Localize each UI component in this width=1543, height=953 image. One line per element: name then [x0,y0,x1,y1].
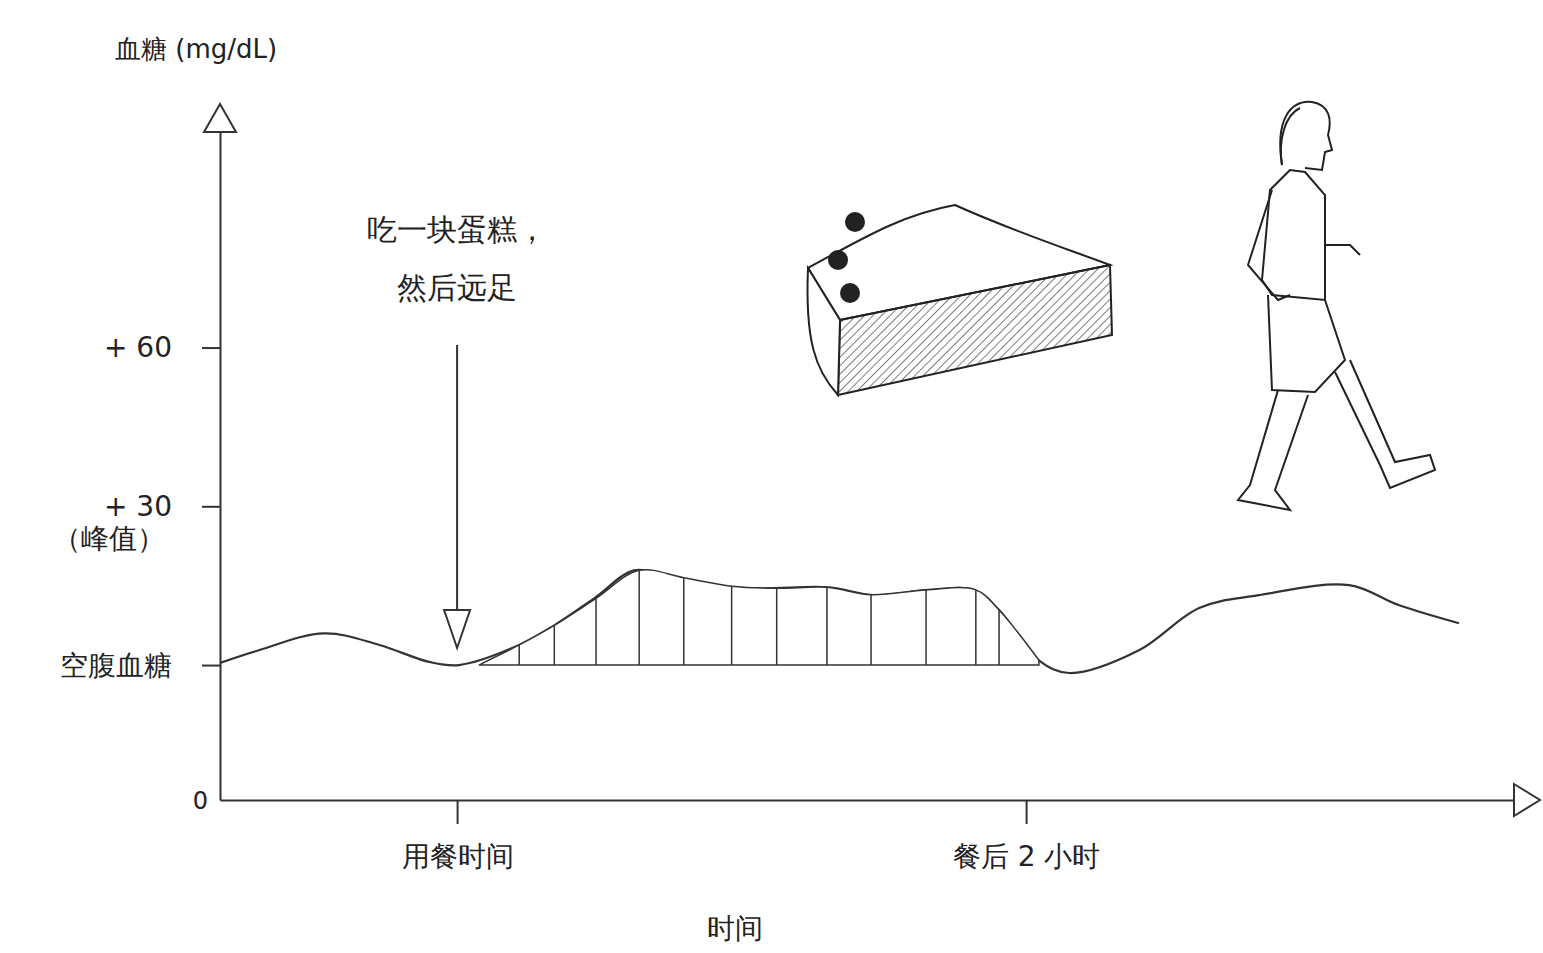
hatch-line [925,590,927,665]
y-tick-mark [202,506,220,508]
x-tick-mark [1026,800,1028,824]
walker-head [1280,102,1332,170]
x-axis: 用餐时间 餐后 2 小时 [221,800,1525,873]
y-tick-mark [202,665,220,667]
origin-label: 0 [193,787,208,815]
y-tick: + 30 [104,490,220,523]
cake-berry [845,212,865,232]
hatch-line [638,570,640,665]
cake-berry [828,250,848,270]
walker-shorts [1268,295,1345,392]
hatch-line [975,590,977,665]
y-tick-label: + 30 [104,490,172,523]
hatch-line [731,586,733,665]
walker-arm-back [1248,190,1290,300]
annotation-arrow [456,345,458,612]
glucose-line [220,570,1459,673]
x-axis-arrow [1514,784,1540,816]
y-axis-arrow [204,104,236,132]
cake-berry [840,283,860,303]
cake-end [807,268,840,395]
y-tick: + 60 [104,331,220,364]
hatch-line [518,645,520,665]
annotation-text: 吃一块蛋糕， [367,212,547,247]
annotation-arrow-head [444,610,470,648]
x-tick: 用餐时间 [402,800,514,873]
y-tick-mark [202,347,220,349]
hatch-line [595,598,597,665]
hatch-line [870,595,872,665]
cake-side [838,265,1112,395]
y-tick-label: + 60 [104,331,172,364]
y-tick-label: 空腹血糖 [60,649,172,682]
hatch-line [998,610,1000,665]
shaded-area [479,570,1039,665]
x-tick-label: 用餐时间 [402,840,514,873]
walker-shirt [1262,170,1325,300]
y-tick: 空腹血糖 [60,649,220,682]
peak-label: （峰值） [53,522,165,555]
hatch-line [683,578,685,665]
hatch-line [826,587,828,665]
cake-illustration [807,205,1112,395]
walker-illustration [1238,102,1435,510]
hatch-line [776,588,778,665]
plot-area [220,570,1459,673]
y-axis-line [220,121,222,801]
walker-leg-back [1238,390,1308,510]
annotation-text: 然后远足 [397,270,517,305]
walker-leg-front [1335,360,1435,488]
hatch-line [554,625,556,665]
x-tick: 餐后 2 小时 [953,800,1101,873]
y-axis: 空腹血糖 + 30 + 60 [60,121,221,801]
chart: 空腹血糖 + 30 + 60 用餐时间 餐后 2 小时 血糖 (mg/dL) 时间 0 （峰值）… [0,0,1543,953]
walker-hair [1281,108,1300,165]
y-axis-title: 血糖 (mg/dL) [115,34,277,64]
x-axis-line [221,800,1525,802]
x-tick-label: 餐后 2 小时 [953,840,1101,873]
walker-arm-front [1325,245,1360,255]
x-tick-mark [457,800,459,824]
x-axis-title: 时间 [707,912,763,945]
